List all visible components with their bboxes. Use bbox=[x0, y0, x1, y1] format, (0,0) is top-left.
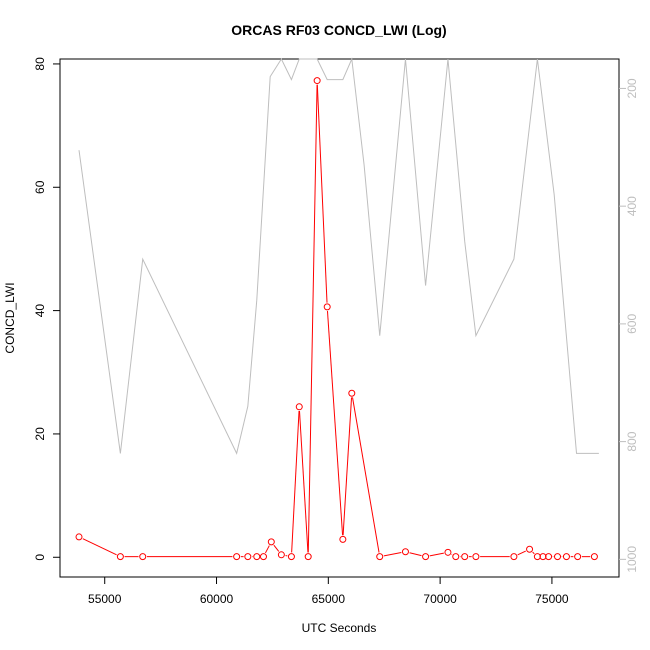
data-point bbox=[277, 551, 285, 559]
series-segment bbox=[409, 552, 422, 557]
series-segment bbox=[273, 544, 280, 552]
data-point bbox=[554, 553, 562, 561]
x-axis-label: UTC Seconds bbox=[302, 621, 377, 635]
data-point bbox=[253, 553, 261, 561]
y-tick-label: 80 bbox=[33, 57, 47, 71]
data-point bbox=[287, 553, 295, 561]
data-point bbox=[139, 553, 147, 561]
data-point bbox=[444, 548, 452, 556]
data-point bbox=[545, 553, 553, 561]
data-point bbox=[452, 553, 460, 561]
chart-title: ORCAS RF03 CONCD_LWI (Log) bbox=[231, 22, 446, 38]
data-point bbox=[574, 553, 582, 561]
data-point bbox=[233, 553, 241, 561]
data-point bbox=[323, 303, 331, 311]
series-segment bbox=[299, 410, 309, 553]
series-segment bbox=[383, 552, 402, 557]
y-tick-label: 40 bbox=[33, 304, 47, 318]
data-point bbox=[267, 538, 275, 546]
series-segment bbox=[517, 550, 526, 556]
series-segment bbox=[264, 545, 270, 554]
data-point bbox=[313, 77, 321, 85]
x-tick-label: 70000 bbox=[423, 592, 457, 606]
data-point bbox=[422, 553, 430, 561]
axes: 55000 60000 65000 70000 75000 0 20 40 60 80 200 400… bbox=[33, 57, 639, 606]
data-point bbox=[510, 553, 518, 561]
series-segment bbox=[532, 551, 535, 555]
data-point bbox=[116, 553, 124, 561]
x-tick-label: 60000 bbox=[200, 592, 234, 606]
data-point bbox=[295, 403, 303, 411]
x-tick-label: 65000 bbox=[312, 592, 346, 606]
data-point bbox=[304, 553, 312, 561]
series-segment bbox=[326, 311, 344, 536]
right-tick-label: 800 bbox=[625, 431, 639, 451]
x-tick-label: 55000 bbox=[88, 592, 122, 606]
data-point bbox=[376, 553, 384, 561]
series-segment bbox=[429, 552, 444, 557]
series-segment bbox=[291, 410, 300, 553]
right-tick-label: 1000 bbox=[625, 546, 639, 573]
x-tick-label: 75000 bbox=[535, 592, 569, 606]
y-tick-label: 0 bbox=[33, 554, 47, 561]
series-segment bbox=[316, 84, 328, 303]
data-point bbox=[244, 553, 252, 561]
data-point bbox=[590, 553, 598, 561]
y-tick-label: 60 bbox=[33, 180, 47, 194]
series-layer bbox=[75, 57, 599, 561]
right-tick-label: 200 bbox=[625, 78, 639, 98]
data-point bbox=[526, 545, 534, 553]
y-axis-label: CONCD_LWI bbox=[3, 282, 17, 353]
y-tick-label: 20 bbox=[33, 427, 47, 441]
data-point bbox=[401, 548, 409, 556]
series-segment bbox=[352, 397, 380, 553]
data-point bbox=[348, 389, 356, 397]
data-point bbox=[461, 553, 469, 561]
data-point bbox=[75, 533, 83, 541]
data-point bbox=[472, 553, 480, 561]
data-point bbox=[562, 553, 570, 561]
data-point bbox=[259, 553, 267, 561]
plot-frame bbox=[59, 58, 620, 578]
data-point bbox=[339, 535, 347, 543]
right-tick-label: 600 bbox=[625, 314, 639, 334]
series-line bbox=[78, 57, 599, 455]
series-segment bbox=[82, 538, 117, 556]
series-segment bbox=[342, 397, 353, 536]
series-segment bbox=[307, 84, 318, 553]
right-tick-label: 400 bbox=[625, 196, 639, 216]
